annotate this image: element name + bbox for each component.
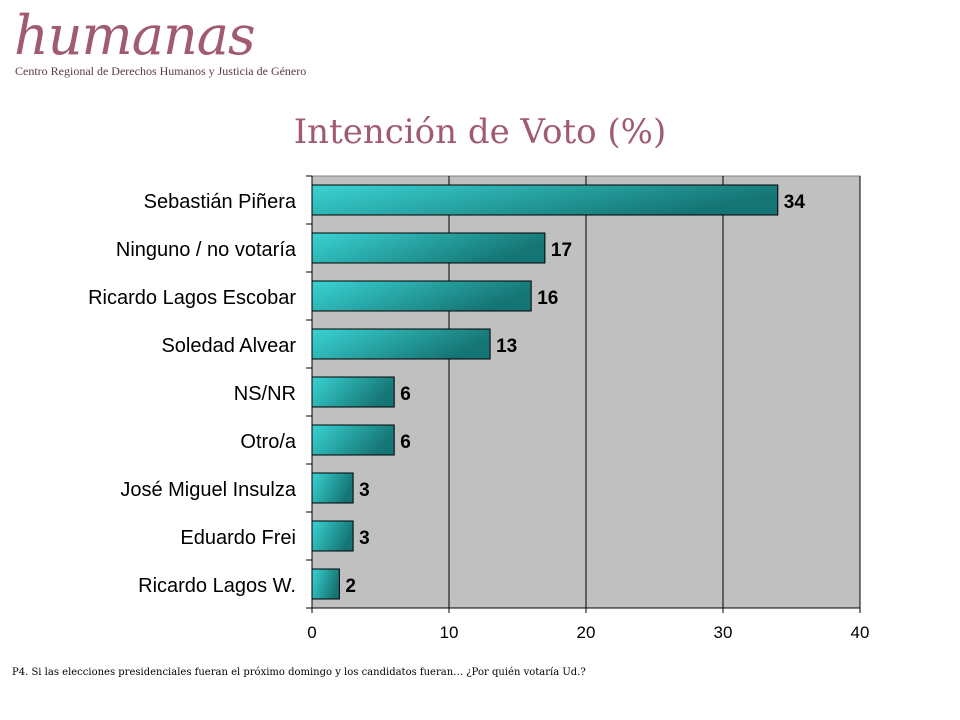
bar [311, 280, 532, 312]
x-tick-label: 10 [440, 623, 459, 642]
data-label: 17 [551, 240, 572, 261]
data-label: 6 [400, 384, 411, 405]
category-label: Sebastián Piñera [144, 191, 297, 213]
category-label: Ricardo Lagos Escobar [88, 287, 296, 309]
x-tick-label: 20 [577, 623, 596, 642]
category-label: Otro/a [240, 431, 296, 453]
logo-wordmark: humanas [14, 4, 256, 67]
survey-question-footnote: P4. Si las elecciones presidenciales fue… [12, 667, 586, 678]
logo-subtitle: Centro Regional de Derechos Humanos y Ju… [15, 64, 307, 78]
bar [311, 520, 354, 552]
bar [311, 424, 395, 456]
bar [311, 328, 491, 360]
bar [311, 232, 546, 264]
data-label: 13 [496, 336, 517, 357]
x-tick-label: 40 [851, 623, 870, 642]
category-label: Eduardo Frei [180, 527, 296, 549]
data-label: 6 [400, 432, 411, 453]
x-tick-label: 30 [714, 623, 733, 642]
bar [311, 472, 354, 504]
x-tick-label: 0 [307, 623, 316, 642]
category-label: Soledad Alvear [161, 335, 296, 357]
category-label: Ricardo Lagos W. [138, 575, 296, 597]
category-label: José Miguel Insulza [120, 479, 297, 501]
data-label: 34 [784, 192, 806, 213]
category-label: Ninguno / no votaría [116, 239, 297, 261]
category-label: NS/NR [234, 383, 296, 405]
data-label: 2 [345, 576, 356, 597]
data-label: 16 [537, 288, 558, 309]
bar [311, 568, 340, 600]
logo: humanas Centro Regional de Derechos Huma… [14, 6, 306, 79]
data-label: 3 [359, 480, 370, 501]
data-label: 3 [359, 528, 370, 549]
chart-title: Intención de Voto (%) [293, 112, 667, 152]
bar [311, 184, 779, 216]
bar [311, 376, 395, 408]
